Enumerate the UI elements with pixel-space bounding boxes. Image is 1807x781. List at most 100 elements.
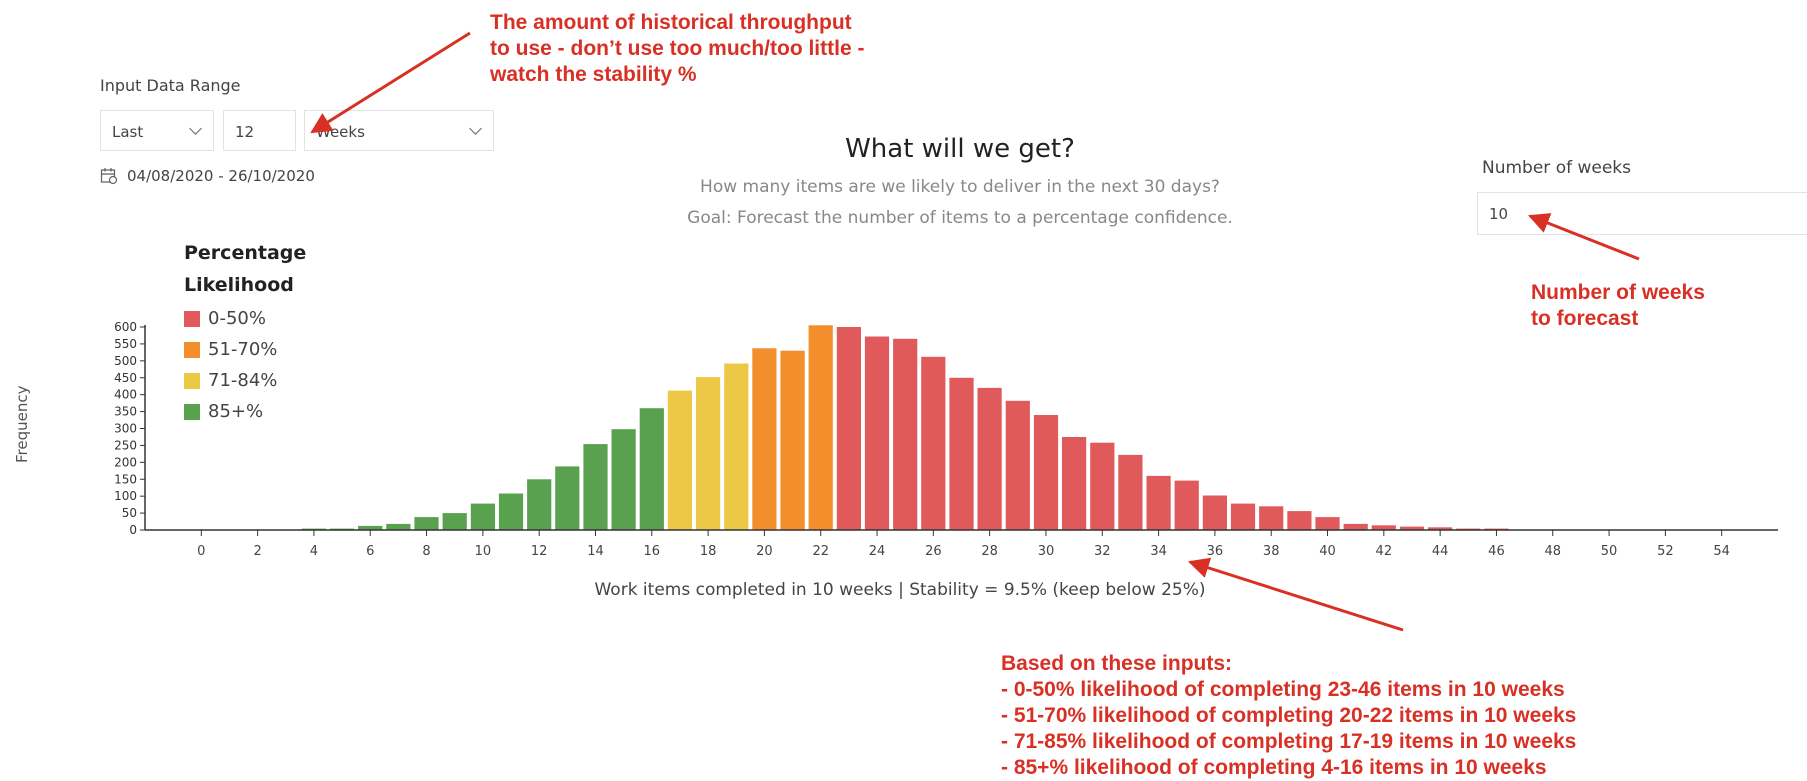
bar [1230,503,1256,530]
x-tick-label: 4 [310,544,318,559]
x-tick-label: 50 [1601,544,1618,559]
bar [949,377,974,531]
bar [864,336,890,530]
bar [1371,525,1396,530]
y-tick-label: 300 [114,422,137,436]
page-title: What will we get? [845,134,1075,164]
y-tick-label: 200 [114,455,137,469]
x-tick-label: 30 [1038,544,1055,559]
x-tick-label: 18 [700,544,717,559]
bar [442,513,467,530]
x-tick-label: 14 [587,544,604,559]
bar [1343,523,1368,530]
arrow-to-range-controls [310,31,471,134]
y-tick-label: 150 [114,472,137,486]
annotation-line: The amount of historical throughput [490,11,852,34]
annotation-line: - 71-85% likelihood of completing 17-19 … [1001,730,1577,753]
x-tick-label: 44 [1432,544,1449,559]
bar [1062,437,1087,530]
annotation-line: Number of weeks [1531,281,1705,304]
arrow-to-x-axis-label [1187,557,1404,632]
bar [414,517,439,530]
legend-label: 71-84% [208,370,278,391]
legend-title-2: Likelihood [184,274,294,296]
range-count-input[interactable]: 12 [223,110,296,151]
x-tick-label: 38 [1263,544,1280,559]
x-tick-label: 8 [422,544,430,559]
arrow-to-weeks-input [1528,213,1640,261]
bar [1202,495,1227,530]
bar [555,466,580,530]
legend-swatch [184,341,200,358]
x-tick-label: 46 [1488,544,1505,559]
bar [1005,400,1030,530]
annotation-line: watch the stability % [490,63,697,86]
input-data-range-label: Input Data Range [100,76,241,95]
annotation-line: - 0-50% likelihood of completing 23-46 i… [1001,678,1565,701]
x-tick-label: 0 [197,544,205,559]
subtitle-line-1: How many items are we likely to deliver … [700,177,1220,197]
legend-swatch [184,372,200,389]
x-tick-label: 24 [869,544,886,559]
x-tick-label: 52 [1657,544,1674,559]
bar [1033,415,1059,530]
x-tick-label: 40 [1319,544,1336,559]
bar [1399,526,1425,530]
bar [921,356,946,530]
bar [1146,475,1171,530]
y-tick-label: 550 [114,337,137,351]
annotation-bottom: Based on these inputs: - 0-50% likelihoo… [1001,651,1576,781]
annotation-line: - 51-70% likelihood of completing 20-22 … [1001,704,1577,727]
bar [527,479,552,531]
range-count-value: 12 [235,123,255,141]
legend-item: 0-50% [184,308,266,329]
x-tick-label: 32 [1094,544,1111,559]
bar [1118,454,1143,530]
bar [498,493,524,530]
x-tick-label: 26 [925,544,942,559]
bar [1287,511,1312,530]
legend-swatch [184,403,200,420]
bar [836,327,861,530]
bar [752,348,777,530]
x-tick-label: 20 [756,544,773,559]
date-range-text: 04/08/2020 - 26/10/2020 [127,167,315,185]
legend-item: 51-70% [184,339,277,360]
legend-item: 85+% [184,401,263,422]
x-tick-label: 2 [253,544,261,559]
x-tick-label: 12 [531,544,548,559]
x-tick-label: 22 [812,544,829,559]
x-tick-label: 42 [1376,544,1393,559]
y-tick-label: 250 [114,438,137,452]
annotation-top: The amount of historical throughput to u… [490,10,864,88]
legend-swatch [184,310,200,327]
range-mode-value: Last [112,123,144,141]
bar [639,408,664,530]
bar [780,350,805,530]
y-tick-label: 350 [114,405,137,419]
bar [667,390,692,530]
bar [386,523,411,530]
y-tick-label: 600 [114,320,137,334]
x-tick-label: 54 [1713,544,1730,559]
y-tick-label: 100 [114,489,137,503]
legend-title-1: Percentage [184,242,307,264]
x-tick-label: 28 [981,544,998,559]
range-mode-select[interactable]: Last [100,110,214,151]
x-tick-label: 16 [644,544,661,559]
annotation-line: to forecast [1531,307,1639,330]
legend-label: 0-50% [208,308,266,329]
subtitle-line-2: Goal: Forecast the number of items to a … [687,208,1233,228]
bar [696,377,721,530]
y-tick-label: 50 [122,506,137,520]
y-axis-label: Frequency [13,385,31,464]
annotation-line: - 85+% likelihood of completing 4-16 ite… [1001,756,1547,779]
bar [470,503,495,530]
bar [724,363,749,530]
y-tick-label: 450 [114,371,137,385]
bar [808,325,833,530]
weeks-label: Number of weeks [1482,158,1632,178]
x-tick-label: 48 [1544,544,1561,559]
bar [1428,527,1453,530]
legend-item: 71-84% [184,370,277,391]
